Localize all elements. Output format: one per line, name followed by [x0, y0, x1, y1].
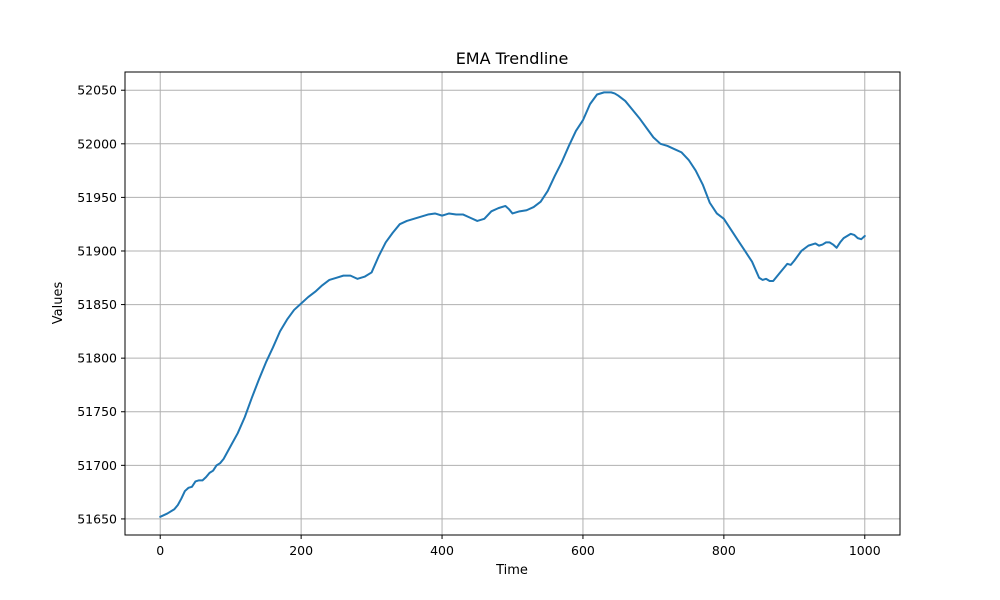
x-tick-label: 1000 [849, 543, 881, 558]
y-tick-label: 51800 [77, 351, 117, 366]
ema-series-line [159, 91, 866, 518]
y-tick-label: 51650 [77, 511, 117, 526]
y-tick-label: 51850 [77, 297, 117, 312]
x-tick-label: 400 [430, 543, 454, 558]
x-tick-label: 200 [289, 543, 313, 558]
x-axis-label: Time [495, 563, 528, 578]
y-tick-label: 52050 [77, 83, 117, 98]
plot-frame [124, 71, 901, 536]
y-tick-label: 52000 [77, 136, 117, 151]
x-tick-label: 800 [712, 543, 736, 558]
y-axis-label: Values [51, 282, 66, 325]
y-tick-label: 51750 [77, 404, 117, 419]
y-tick-label: 51950 [77, 190, 117, 205]
x-tick-label: 0 [156, 543, 164, 558]
x-tick-label: 600 [571, 543, 595, 558]
axes: 0 200 400 600 800 1000 51650 51700 51750 51800 518… [77, 71, 901, 558]
grid-lines [125, 72, 900, 535]
series-layer [159, 91, 866, 518]
y-tick-label: 51900 [77, 243, 117, 258]
y-tick-label: 51700 [77, 458, 117, 473]
chart-title: EMA Trendline [456, 49, 569, 68]
